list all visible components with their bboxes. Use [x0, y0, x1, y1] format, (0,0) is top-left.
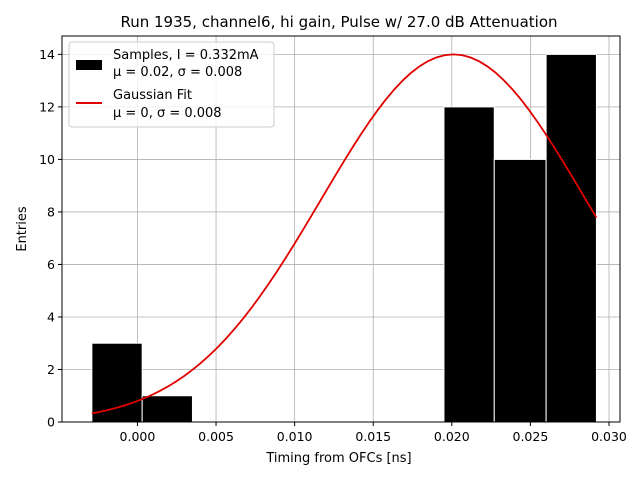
x-axis-label: Timing from OFCs [ns]	[265, 451, 411, 466]
plot-frame	[61, 35, 621, 423]
x-axis-ticks: 0.000 0.005 0.010 0.015 0.020 0.025 0.030	[120, 422, 627, 444]
x-tick-label-0: 0.000	[120, 429, 156, 444]
x-tick-label-6: 0.030	[591, 429, 627, 444]
y-tick-label-3: 6	[47, 257, 55, 272]
legend-box	[68, 41, 275, 128]
gaussian-fit-line	[91, 53, 598, 415]
legend-label-fit: Gaussian Fit	[113, 88, 192, 103]
histogram-bar-8	[493, 158, 547, 423]
histogram-bar-9	[545, 53, 597, 423]
chart-title: Run 1935, channel6, hi gain, Pulse w/ 27…	[120, 13, 557, 31]
gaussian-fit	[91, 53, 598, 415]
legend-stats-fit: μ = 0, σ = 0.008	[113, 106, 222, 121]
histogram-bar-1	[141, 395, 193, 423]
legend-label-samples: Samples, I = 0.332mA	[113, 48, 259, 63]
legend-swatch-samples	[76, 60, 102, 70]
y-axis-label: Entries	[15, 206, 30, 252]
x-tick-label-1: 0.005	[198, 429, 234, 444]
histogram-bars	[91, 53, 597, 423]
y-tick-label-1: 2	[47, 362, 55, 377]
x-tick-label-2: 0.010	[277, 429, 313, 444]
y-tick-label-0: 0	[47, 415, 55, 430]
x-tick-label-4: 0.020	[434, 429, 470, 444]
histogram-bar-0	[91, 342, 143, 423]
y-axis-ticks: 0 2 4 6 8 10 12 14	[39, 47, 62, 430]
y-tick-label-4: 8	[47, 204, 55, 219]
histogram-bar-7	[443, 106, 495, 423]
y-tick-label-7: 14	[39, 47, 55, 62]
x-tick-label-5: 0.025	[513, 429, 549, 444]
y-tick-label-6: 12	[39, 99, 55, 114]
y-tick-label-2: 4	[47, 309, 55, 324]
y-tick-label-5: 10	[39, 152, 55, 167]
x-tick-label-3: 0.015	[355, 429, 391, 444]
legend: Samples, I = 0.332mA μ = 0.02, σ = 0.008…	[68, 41, 275, 128]
legend-stats-samples: μ = 0.02, σ = 0.008	[113, 65, 242, 80]
